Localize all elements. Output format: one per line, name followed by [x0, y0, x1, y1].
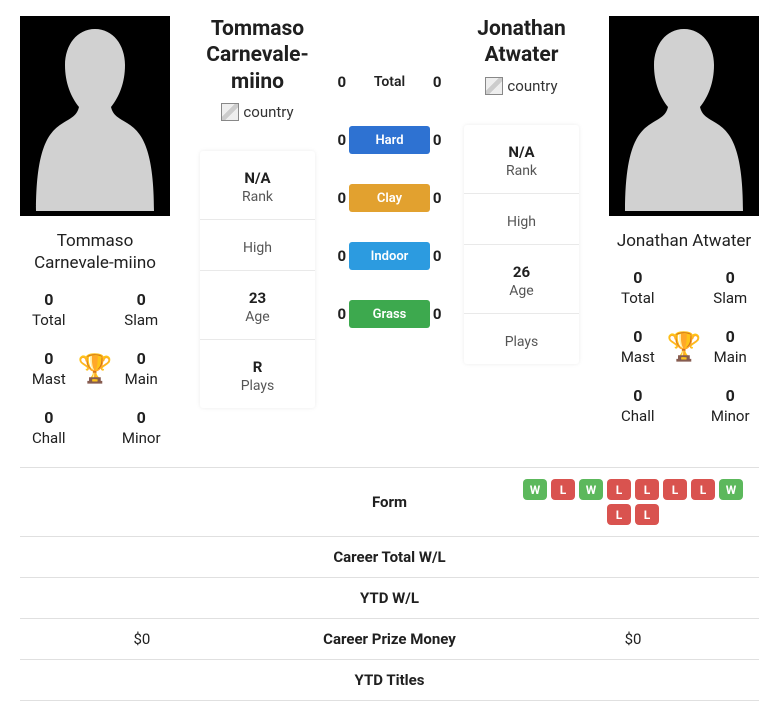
h2h-total-row: 0 Total 0 [335, 68, 445, 96]
right-side: Jonathan Atwater 0 Total 0 Slam 0 Mast 🏆… [464, 16, 759, 425]
h2h-clay-pill[interactable]: Clay [349, 184, 430, 212]
label-ytd-wl: YTD W/L [264, 578, 515, 619]
stats-table: Form WLWLLLLWLL Career Total W/L YTD W/L… [20, 467, 759, 701]
h2h-grass-pill[interactable]: Grass [349, 300, 430, 328]
player2-avatar [609, 16, 759, 216]
p1-rank-row: N/A Rank [200, 151, 315, 220]
p1-chall-titles: 0 Chall [20, 408, 78, 447]
form-win-chip[interactable]: W [579, 479, 603, 500]
comparison-top: Tommaso Carnevale-miino 0 Total 0 Slam 0… [20, 16, 759, 447]
p1-high-row: High [200, 220, 315, 271]
form-loss-chip[interactable]: L [635, 504, 659, 525]
p1-age-row: 23 Age [200, 271, 315, 340]
p1-minor-titles: 0 Minor [112, 408, 170, 447]
row-career-wl: Career Total W/L [20, 537, 759, 578]
h2h-indoor-pill[interactable]: Indoor [349, 242, 430, 270]
h2h-indoor-row: 0 Indoor 0 [335, 242, 445, 270]
row-ytd-titles: YTD Titles [20, 660, 759, 701]
player1-flag: country [221, 103, 293, 121]
player2-name: Jonathan Atwater [617, 230, 751, 252]
p2-prize: $0 [515, 630, 751, 648]
form-loss-chip[interactable]: L [607, 479, 631, 500]
label-career-wl: Career Total W/L [264, 537, 515, 578]
form-win-chip[interactable]: W [719, 479, 743, 500]
form-loss-chip[interactable]: L [607, 504, 631, 525]
silhouette-icon [30, 21, 160, 211]
player1-info-col: Tommaso Carnevale-miino country N/A Rank… [200, 16, 315, 447]
player1-titles-grid: 0 Total 0 Slam 0 Mast 🏆 0 Main [20, 290, 170, 447]
p2-high-row: High [464, 194, 579, 245]
player1-card: Tommaso Carnevale-miino 0 Total 0 Slam 0… [20, 16, 170, 447]
player1-header-name: Tommaso Carnevale-miino [200, 16, 315, 95]
p1-ytd-titles [20, 660, 264, 701]
label-ytd-titles: YTD Titles [264, 660, 515, 701]
form-loss-chip[interactable]: L [691, 479, 715, 500]
p1-slam-titles: 0 Slam [112, 290, 170, 329]
form-loss-chip[interactable]: L [635, 479, 659, 500]
trophy-icon-p1: 🏆 [78, 349, 113, 388]
left-side: Tommaso Carnevale-miino 0 Total 0 Slam 0… [20, 16, 315, 447]
h2h-grass-row: 0 Grass 0 [335, 300, 445, 328]
form-loss-chip[interactable]: L [663, 479, 687, 500]
p1-career-wl [20, 537, 264, 578]
p1-mast-titles: 0 Mast [20, 349, 78, 388]
silhouette-icon [619, 21, 749, 211]
p2-mast-titles: 0 Mast [609, 327, 667, 366]
p2-chall-titles: 0 Chall [609, 386, 667, 425]
h2h-clay-row: 0 Clay 0 [335, 184, 445, 212]
p2-rank-row: N/A Rank [464, 125, 579, 194]
player2-info-col: Jonathan Atwater country N/A Rank High 2… [464, 16, 579, 425]
p1-plays-row: R Plays [200, 340, 315, 408]
row-ytd-wl: YTD W/L [20, 578, 759, 619]
player2-titles-grid: 0 Total 0 Slam 0 Mast 🏆 0 Main [609, 268, 759, 425]
p1-main-titles: 0 Main [112, 349, 170, 388]
player1-avatar [20, 16, 170, 216]
p2-total-titles: 0 Total [609, 268, 667, 307]
h2h-total-label: Total [349, 68, 430, 96]
label-form: Form [264, 468, 515, 537]
p2-main-titles: 0 Main [701, 327, 759, 366]
player2-card: Jonathan Atwater 0 Total 0 Slam 0 Mast 🏆… [609, 16, 759, 425]
p1-total-titles: 0 Total [20, 290, 78, 329]
p2-age-row: 26 Age [464, 245, 579, 314]
row-prize: $0 Career Prize Money $0 [20, 619, 759, 660]
player1-info-table: N/A Rank High 23 Age R Plays [200, 151, 315, 408]
h2h-column: 0 Total 0 0 Hard 0 0 Clay 0 0 Indoor 0 0… [335, 16, 445, 358]
player1-name: Tommaso Carnevale-miino [20, 230, 170, 274]
form-win-chip[interactable]: W [523, 479, 547, 500]
row-form: Form WLWLLLLWLL [20, 468, 759, 537]
p2-slam-titles: 0 Slam [701, 268, 759, 307]
p1-prize: $0 [20, 619, 264, 660]
p2-minor-titles: 0 Minor [701, 386, 759, 425]
form-loss-chip[interactable]: L [551, 479, 575, 500]
h2h-hard-pill[interactable]: Hard [349, 126, 430, 154]
label-prize: Career Prize Money [264, 619, 515, 660]
player2-flag: country [485, 77, 557, 95]
h2h-hard-row: 0 Hard 0 [335, 126, 445, 154]
player2-header-name: Jonathan Atwater [464, 16, 579, 69]
trophy-icon-p2: 🏆 [667, 327, 702, 366]
player2-info-table: N/A Rank High 26 Age Plays [464, 125, 579, 364]
p2-plays-row: Plays [464, 314, 579, 364]
p1-ytd-wl [20, 578, 264, 619]
p2-form-chips: WLWLLLLWLL [515, 479, 751, 525]
